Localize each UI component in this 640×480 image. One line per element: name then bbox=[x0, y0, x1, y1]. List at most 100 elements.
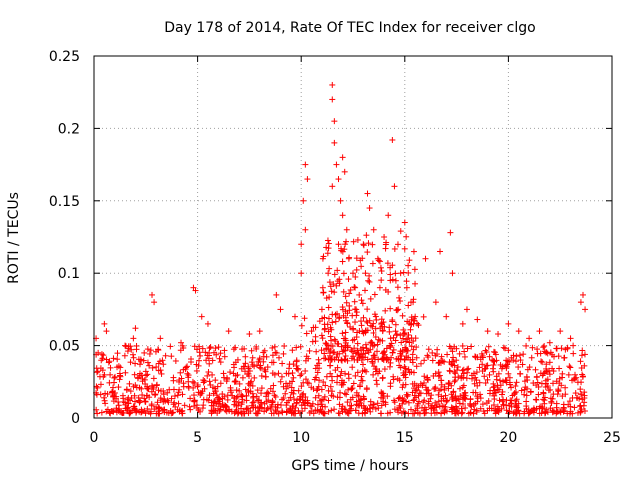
data-point bbox=[106, 409, 113, 416]
data-point bbox=[381, 366, 388, 373]
data-point bbox=[256, 328, 263, 335]
data-points bbox=[93, 81, 589, 417]
data-point bbox=[387, 277, 394, 284]
data-point bbox=[146, 350, 153, 357]
data-point bbox=[350, 380, 357, 387]
data-point bbox=[109, 388, 116, 395]
data-point bbox=[420, 399, 427, 406]
data-point bbox=[216, 355, 223, 362]
data-point bbox=[99, 367, 106, 374]
data-point bbox=[387, 342, 394, 349]
data-point bbox=[286, 365, 293, 372]
data-point bbox=[268, 401, 275, 408]
data-point bbox=[420, 313, 427, 320]
data-point bbox=[484, 362, 491, 369]
data-point bbox=[579, 347, 586, 354]
data-point bbox=[209, 371, 216, 378]
data-point bbox=[449, 394, 456, 401]
data-point bbox=[206, 360, 213, 367]
data-point bbox=[473, 408, 480, 415]
data-point bbox=[144, 346, 151, 353]
data-point bbox=[206, 392, 213, 399]
data-point bbox=[349, 394, 356, 401]
data-point bbox=[302, 357, 309, 364]
data-point bbox=[356, 327, 363, 334]
data-point bbox=[269, 344, 276, 351]
data-point bbox=[396, 402, 403, 409]
data-point bbox=[512, 388, 519, 395]
data-point bbox=[409, 351, 416, 358]
data-point bbox=[370, 352, 377, 359]
data-point bbox=[272, 393, 279, 400]
data-point bbox=[147, 347, 154, 354]
data-point bbox=[311, 376, 318, 383]
data-point bbox=[369, 260, 376, 267]
x-tick-label: 25 bbox=[603, 430, 621, 446]
data-point bbox=[336, 314, 343, 321]
data-point bbox=[556, 365, 563, 372]
data-point bbox=[334, 373, 341, 380]
data-point bbox=[358, 297, 365, 304]
data-point bbox=[477, 395, 484, 402]
data-point bbox=[476, 379, 483, 386]
data-point bbox=[402, 381, 409, 388]
data-point bbox=[502, 377, 509, 384]
data-point bbox=[359, 300, 366, 307]
data-point bbox=[365, 240, 372, 247]
data-point bbox=[138, 372, 145, 379]
data-point bbox=[221, 402, 228, 409]
data-point bbox=[506, 358, 513, 365]
data-point bbox=[448, 382, 455, 389]
data-point bbox=[243, 392, 250, 399]
data-point bbox=[281, 343, 288, 350]
data-point bbox=[521, 391, 528, 398]
data-point bbox=[301, 405, 308, 412]
data-point bbox=[369, 359, 376, 366]
data-point bbox=[537, 350, 544, 357]
data-point bbox=[349, 348, 356, 355]
data-point bbox=[331, 271, 338, 278]
data-point bbox=[353, 309, 360, 316]
data-point bbox=[363, 368, 370, 375]
y-tick-label: 0.15 bbox=[49, 194, 80, 210]
data-point bbox=[320, 289, 327, 296]
data-point bbox=[407, 406, 414, 413]
data-point bbox=[226, 407, 233, 414]
data-point bbox=[250, 398, 257, 405]
data-point bbox=[384, 393, 391, 400]
data-point bbox=[220, 370, 227, 377]
data-point bbox=[396, 294, 403, 301]
data-point bbox=[242, 386, 249, 393]
data-point bbox=[494, 403, 501, 410]
data-point bbox=[156, 405, 163, 412]
data-point bbox=[544, 350, 551, 357]
data-point bbox=[395, 409, 402, 416]
data-point bbox=[377, 264, 384, 271]
data-point bbox=[415, 322, 422, 329]
data-point bbox=[379, 337, 386, 344]
data-point bbox=[556, 375, 563, 382]
data-point bbox=[490, 368, 497, 375]
data-point bbox=[328, 288, 335, 295]
data-point bbox=[270, 410, 277, 417]
data-point bbox=[493, 357, 500, 364]
data-point bbox=[443, 313, 450, 320]
data-point bbox=[496, 397, 503, 404]
data-point bbox=[388, 354, 395, 361]
data-point bbox=[300, 379, 307, 386]
data-point bbox=[247, 408, 254, 415]
data-point bbox=[364, 249, 371, 256]
data-point bbox=[322, 355, 329, 362]
data-point bbox=[298, 402, 305, 409]
data-point bbox=[464, 369, 471, 376]
data-point bbox=[264, 389, 271, 396]
data-point bbox=[373, 316, 380, 323]
data-point bbox=[162, 352, 169, 359]
data-point bbox=[348, 385, 355, 392]
data-point bbox=[318, 306, 325, 313]
data-point bbox=[324, 250, 331, 257]
data-point bbox=[231, 378, 238, 385]
data-point bbox=[403, 347, 410, 354]
data-point bbox=[308, 384, 315, 391]
data-point bbox=[103, 356, 110, 363]
